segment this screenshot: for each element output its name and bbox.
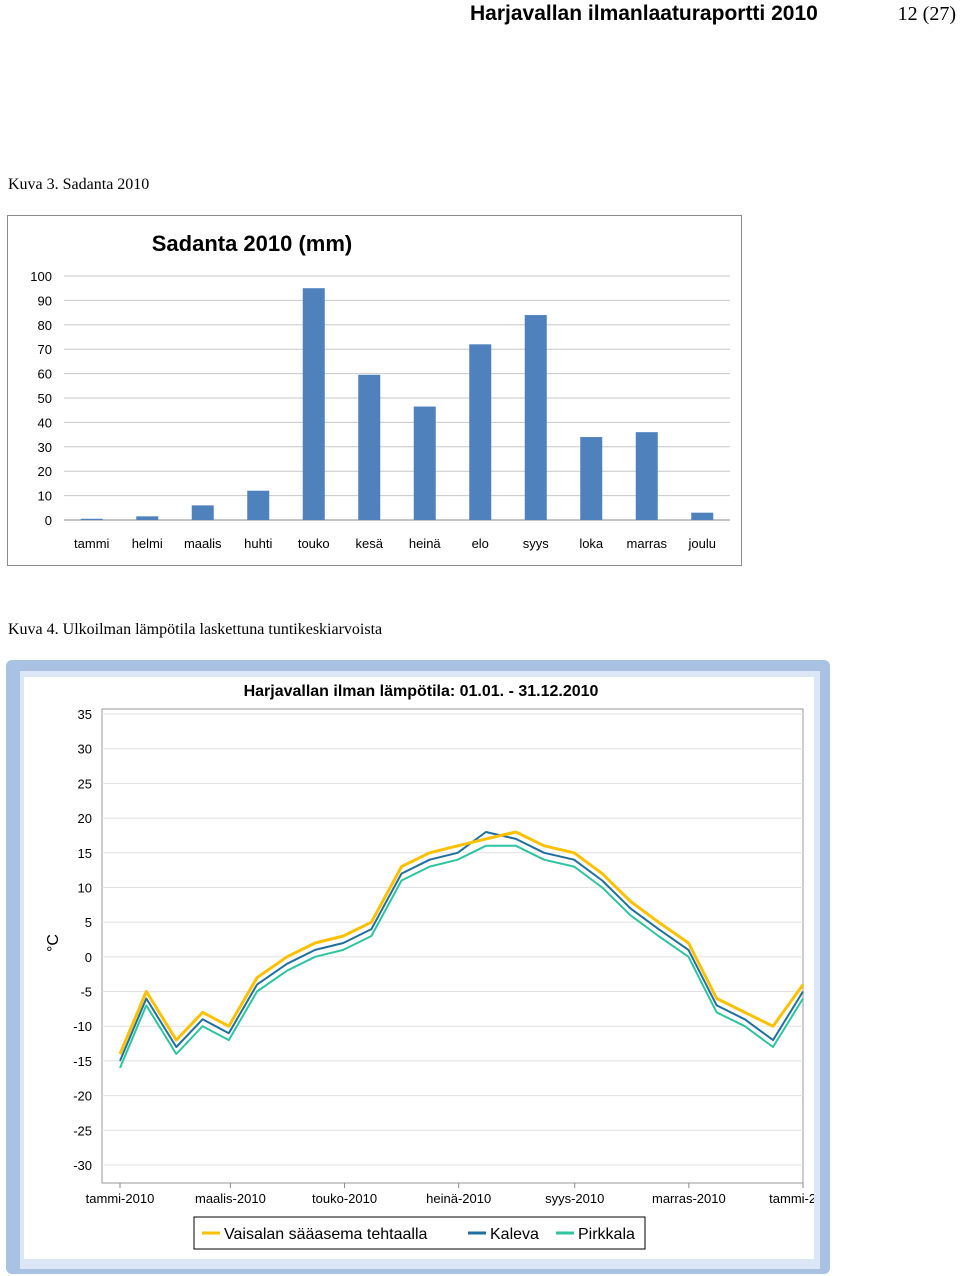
y-tick-label: 100 (30, 269, 52, 284)
legend-label: Vaisalan sääasema tehtaalla (224, 1226, 427, 1243)
bar-loka (580, 437, 603, 520)
legend-label: Kaleva (490, 1226, 539, 1243)
bar-kesä (358, 374, 381, 520)
bar-maalis (191, 505, 214, 520)
bar-joulu (691, 512, 714, 520)
y-tick-label: 50 (38, 391, 52, 406)
bar-tammi (80, 518, 103, 520)
x-tick-label: heinä (409, 536, 442, 551)
y-tick-label: 10 (78, 880, 92, 895)
page-number: 12 (27) (897, 3, 956, 25)
y-tick-label: 10 (38, 489, 52, 504)
series-line-1 (119, 831, 804, 1062)
y-tick-label: 25 (78, 776, 92, 791)
precipitation-chart: Sadanta 2010 (mm) 0 10 20 30 40 50 60 70 80 90 100… (7, 215, 742, 566)
temperature-series (118, 830, 805, 1069)
figure-4-caption: Kuva 4. Ulkoilman lämpötila laskettuna t… (8, 621, 383, 638)
x-tick-label: tammi-2011 (769, 1191, 814, 1206)
x-tick-label: touko-2010 (312, 1191, 377, 1206)
bar-syys (524, 315, 547, 520)
x-tick-label: kesä (356, 536, 384, 551)
temperature-chart-frame: Harjavallan ilman lämpötila: 01.01. - 31… (6, 660, 837, 1274)
y-tick-label: 0 (45, 513, 52, 528)
y-tick-label: 90 (38, 293, 52, 308)
bar-helmi (136, 516, 159, 520)
y-tick-label: 60 (38, 367, 52, 382)
y-tick-label: 30 (38, 440, 52, 455)
bar-elo (469, 344, 492, 520)
temperature-plot-area (101, 708, 804, 1184)
temperature-grid (102, 713, 803, 1166)
x-tick-label: maalis (184, 536, 222, 551)
precipitation-chart-title: Sadanta 2010 (mm) (152, 231, 353, 256)
temperature-y-ticks: 35 30 25 20 15 10 5 0 -5 -10 -15 -20 -25 -30 (73, 707, 92, 1173)
y-tick-label: -10 (73, 1019, 92, 1034)
series-line-0 (118, 830, 805, 1055)
temperature-x-ticks: tammi-2010 maalis-2010 touko-2010 heinä-201… (86, 1183, 837, 1206)
x-tick-label: syys (523, 536, 550, 551)
y-tick-label: 35 (78, 707, 92, 722)
temperature-chart: Harjavallan ilman lämpötila: 01.01. - 31… (24, 677, 837, 1259)
x-tick-label: joulu (688, 536, 716, 551)
x-tick-label: maalis-2010 (195, 1191, 266, 1206)
y-tick-label: -15 (73, 1054, 92, 1069)
x-tick-label: loka (579, 536, 604, 551)
y-tick-label: 40 (38, 415, 52, 430)
precipitation-y-ticks: 0 10 20 30 40 50 60 70 80 90 100 (30, 269, 52, 528)
bar-touko (302, 288, 325, 520)
precipitation-x-ticks: tammi helmi maalis huhti touko kesä heinä elo sy… (74, 536, 716, 551)
x-tick-label: tammi (74, 536, 110, 551)
y-tick-label: -30 (73, 1158, 92, 1173)
figure-3-caption: Kuva 3. Sadanta 2010 (8, 176, 150, 193)
y-tick-label: 15 (78, 846, 92, 861)
x-tick-label: touko (298, 536, 330, 551)
report-title: Harjavallan ilmanlaaturaportti 2010 (470, 2, 818, 25)
temperature-legend: Vaisalan sääasema tehtaalla Kaleva Pirkkal… (193, 1216, 646, 1250)
bar-marras (635, 432, 658, 520)
precipitation-grid (64, 275, 730, 521)
y-tick-label: -25 (73, 1123, 92, 1138)
y-tick-label: 80 (38, 318, 52, 333)
temperature-chart-svg: Harjavallan ilman lämpötila: 01.01. - 31… (45, 683, 837, 1250)
temperature-y-axis-label: °C (45, 934, 62, 952)
x-tick-label: tammi-2010 (86, 1191, 155, 1206)
y-tick-label: -20 (73, 1089, 92, 1104)
y-tick-label: 20 (38, 464, 52, 479)
y-tick-label: -5 (80, 985, 92, 1000)
y-tick-label: 5 (85, 915, 92, 930)
temperature-chart-title: Harjavallan ilman lämpötila: 01.01. - 31… (244, 683, 599, 700)
x-tick-label: marras-2010 (652, 1191, 726, 1206)
y-tick-label: 20 (78, 811, 92, 826)
x-tick-label: marras (627, 536, 668, 551)
temperature-chart-panel: Harjavallan ilman lämpötila: 01.01. - 31… (20, 671, 837, 1269)
x-tick-label: syys-2010 (545, 1191, 604, 1206)
x-tick-label: elo (472, 536, 489, 551)
legend-label: Pirkkala (578, 1226, 635, 1243)
bar-heinä (413, 406, 436, 520)
bar-huhti (247, 490, 270, 520)
y-tick-label: 70 (38, 342, 52, 357)
precipitation-chart-svg: Sadanta 2010 (mm) 0 10 20 30 40 50 60 70 80 90 100… (30, 231, 730, 551)
series-line-2 (119, 844, 804, 1069)
x-tick-label: helmi (132, 536, 163, 551)
x-tick-label: huhti (244, 536, 272, 551)
y-tick-label: 0 (85, 950, 92, 965)
precipitation-bars (80, 288, 714, 520)
x-tick-label: heinä-2010 (426, 1191, 491, 1206)
y-tick-label: 30 (78, 742, 92, 757)
